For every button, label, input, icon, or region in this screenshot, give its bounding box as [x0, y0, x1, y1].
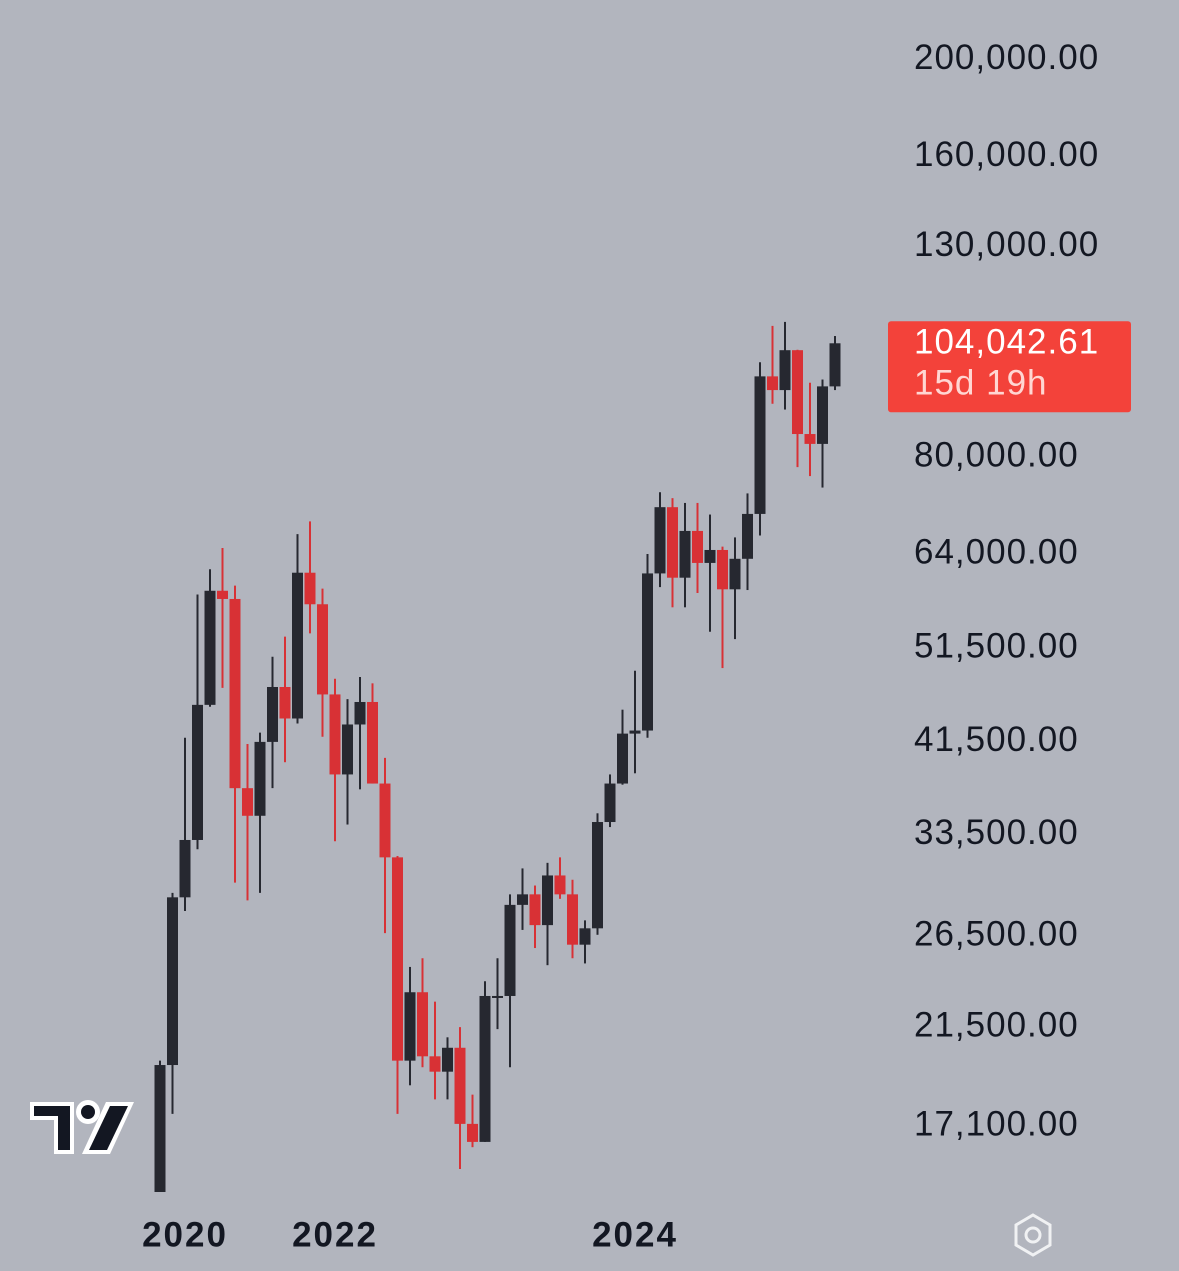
y-tick-label: 160,000.00: [914, 135, 1099, 174]
y-tick-label: 200,000.00: [914, 38, 1099, 77]
candle-body: [704, 549, 716, 563]
y-tick-label: 130,000.00: [914, 225, 1099, 264]
tradingview-logo: [30, 1100, 134, 1154]
y-tick-label: 26,500.00: [914, 915, 1079, 954]
candle-body: [467, 1123, 478, 1142]
candle-body: [592, 822, 603, 929]
candles: [154, 321, 841, 1192]
candle-body: [154, 1065, 166, 1192]
candle-body: [304, 572, 316, 605]
candle-body: [817, 386, 828, 444]
candle-body: [829, 343, 841, 387]
candle-body: [167, 897, 178, 1066]
candle-body: [254, 741, 266, 816]
candle-body: [717, 549, 728, 590]
candle-body: [379, 783, 391, 858]
candle-body: [629, 730, 641, 734]
candle-body: [204, 590, 216, 705]
candle-body: [454, 1047, 466, 1124]
candle-body: [667, 507, 678, 578]
candle-body: [792, 350, 803, 435]
last-price-label: 104,042.61: [914, 323, 1099, 362]
candle-body: [229, 598, 241, 789]
candle-body: [392, 857, 403, 1061]
candle-body: [767, 376, 778, 391]
y-tick-label: 21,500.00: [914, 1005, 1079, 1044]
candle-body: [442, 1047, 453, 1072]
candle-body: [579, 928, 591, 945]
candle-body: [429, 1056, 441, 1072]
candle-body: [654, 507, 666, 574]
candle-body: [604, 783, 616, 823]
last-price-box: [888, 321, 1131, 413]
candle-body: [192, 704, 203, 840]
candle-body: [317, 604, 328, 695]
candle-body: [217, 590, 228, 599]
candle-body: [179, 839, 191, 898]
x-tick-label: 2024: [592, 1215, 678, 1254]
candle-body: [242, 788, 253, 816]
candle-body: [779, 350, 791, 391]
y-tick-label: 33,500.00: [914, 813, 1079, 852]
y-tick-label: 41,500.00: [914, 720, 1079, 759]
candle-body: [329, 694, 341, 775]
candle-body: [479, 995, 491, 1142]
candle-body: [267, 686, 278, 742]
candle-body: [804, 434, 816, 444]
x-tick-label: 2020: [142, 1215, 228, 1254]
candle-body: [642, 573, 653, 731]
candle-body: [292, 572, 303, 719]
y-tick-label: 64,000.00: [914, 532, 1079, 571]
candle-body: [754, 376, 766, 514]
settings-icon[interactable]: [1014, 1213, 1052, 1257]
y-tick-label: 17,100.00: [914, 1105, 1079, 1144]
candle-body: [567, 894, 578, 945]
candle-body: [517, 894, 528, 905]
candle-body: [554, 875, 566, 895]
candle-body: [729, 558, 741, 590]
candle-body: [529, 894, 541, 926]
y-tick-label: 51,500.00: [914, 627, 1079, 666]
candle-body: [492, 995, 503, 998]
candle-body: [279, 686, 291, 719]
candle-body: [617, 733, 628, 784]
candle-body: [367, 701, 378, 784]
candle-body: [679, 530, 691, 578]
candle-body: [342, 724, 353, 775]
x-tick-label: 2022: [292, 1215, 378, 1254]
candle-body: [417, 992, 428, 1057]
candle-body: [504, 904, 516, 996]
candle-body: [692, 530, 703, 563]
candle-body: [742, 513, 753, 559]
candle-body: [404, 992, 416, 1061]
candle-body: [542, 875, 553, 926]
countdown-label: 15d 19h: [914, 364, 1048, 403]
candle-body: [354, 701, 366, 725]
y-tick-label: 80,000.00: [914, 435, 1079, 474]
